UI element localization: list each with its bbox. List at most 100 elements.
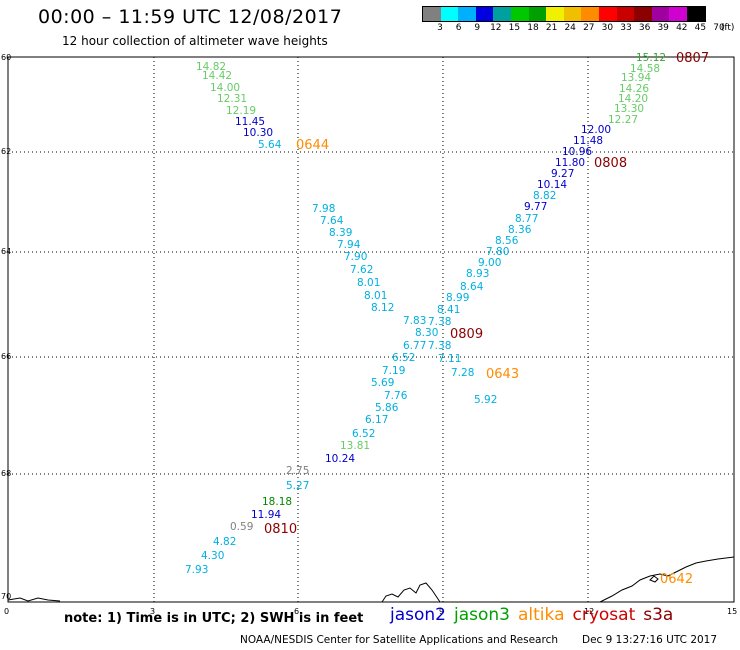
- wave-height-value: 7.83: [403, 315, 426, 327]
- scale-unit: (ft): [720, 23, 735, 33]
- wave-height-value: 14.82: [196, 61, 226, 73]
- wave-height-value: 8.12: [371, 302, 394, 314]
- wave-height-value: 5.27: [286, 480, 309, 492]
- scale-swatch: [686, 7, 705, 21]
- wave-height-value: 7.98: [312, 203, 335, 215]
- wave-height-value: 8.30: [415, 327, 438, 339]
- scale-label: 33: [620, 23, 632, 33]
- wave-height-value: 11.80: [555, 157, 585, 169]
- wave-height-value: 5.86: [375, 402, 399, 414]
- wave-height-value: 11.48: [573, 135, 603, 147]
- lat-tick-label: 70: [1, 592, 11, 601]
- legend-altika: altika: [518, 605, 565, 625]
- wave-height-value: 7.38: [428, 316, 451, 328]
- scale-label: 9: [474, 23, 481, 33]
- scale-label: 24: [564, 23, 576, 33]
- scale-swatch: [510, 7, 529, 21]
- wave-height-value: 12.31: [217, 93, 247, 105]
- pass-time-label: 0644: [296, 138, 329, 153]
- wave-height-value: 9.77: [524, 201, 547, 213]
- wave-height-value: 14.20: [618, 93, 648, 105]
- wave-height-value: 7.64: [320, 215, 344, 227]
- wave-height-value: 8.99: [446, 292, 469, 304]
- scale-label: 27: [583, 23, 595, 33]
- pass-time-label: 0808: [594, 156, 627, 171]
- scale-swatch: [651, 7, 670, 21]
- wave-height-value: 6.77: [403, 340, 426, 352]
- wave-height-value: 18.18: [262, 496, 292, 508]
- scale-swatch: [634, 7, 652, 21]
- wave-height-value: 8.93: [466, 268, 489, 280]
- wave-height-value: 7.19: [382, 365, 405, 377]
- wave-height-value: 12.19: [226, 105, 256, 117]
- scale-swatch: [493, 7, 511, 21]
- pass-time-label: 0643: [486, 367, 519, 382]
- lon-tick-label: 3: [150, 607, 155, 616]
- wave-height-value: 8.01: [364, 290, 387, 302]
- scale-label: 21: [545, 23, 558, 33]
- lon-tick-label: 6: [294, 607, 299, 616]
- wave-height-value: 10.14: [537, 179, 567, 191]
- wave-height-value: 15.12: [636, 52, 666, 64]
- wave-height-value: 4.30: [201, 550, 224, 562]
- wave-height-value: 7.93: [185, 564, 208, 576]
- wave-height-value: 8.82: [533, 190, 556, 202]
- scale-swatch: [546, 7, 564, 21]
- wave-height-value: 8.01: [357, 277, 380, 289]
- wave-height-value: 7.94: [337, 239, 361, 251]
- scale-label: 6: [455, 23, 462, 33]
- wave-height-value: 10.24: [325, 453, 355, 465]
- wave-height-value: 13.94: [621, 72, 651, 84]
- wave-height-value: 14.00: [210, 82, 240, 94]
- wave-height-value: 14.26: [619, 83, 649, 95]
- wave-height-value: 13.30: [614, 103, 644, 115]
- lat-tick-label: 60: [1, 53, 11, 62]
- footer-note: note: 1) Time is in UTC; 2) SWH is in fe…: [64, 611, 364, 626]
- page-title: 00:00 – 11:59 UTC 12/08/2017: [38, 6, 343, 28]
- wave-height-value: 6.17: [365, 414, 388, 426]
- wave-height-value: 14.42: [202, 70, 232, 82]
- lon-tick-label: 12: [584, 607, 594, 616]
- footer-credit: NOAA/NESDIS Center for Satellite Applica…: [240, 634, 558, 646]
- legend-cryosat: cryosat: [572, 605, 636, 625]
- pass-time-label: 0809: [450, 327, 483, 342]
- scale-label: 12: [490, 23, 502, 33]
- scale-swatch: [528, 7, 547, 21]
- axis-ticks: 60 62 64 66 68 70 0 3 6 9 12 15: [1, 53, 737, 616]
- scale-swatch: [563, 7, 582, 21]
- scale-swatch: [616, 7, 635, 21]
- wave-height-value: 14.58: [630, 63, 660, 75]
- footer-timestamp: Dec 9 13:27:16 UTC 2017: [582, 634, 718, 646]
- scale-label: 15: [508, 23, 521, 33]
- wave-height-value: 6.52: [392, 352, 415, 364]
- wave-height-value: 8.56: [495, 235, 519, 247]
- lat-tick-label: 66: [1, 352, 11, 361]
- pass-time-label: 0810: [264, 522, 297, 537]
- wave-height-value: 7.62: [350, 264, 373, 276]
- legend-jason3: jason3: [454, 605, 510, 625]
- lat-tick-label: 62: [1, 147, 11, 156]
- legend-jason2: jason2: [390, 605, 446, 625]
- wave-height-value: 12.00: [581, 124, 611, 136]
- wave-height-value: 7.28: [451, 367, 474, 379]
- legend-s3a: s3a: [643, 605, 674, 625]
- wave-height-value: 7.90: [344, 251, 367, 263]
- lon-tick-label: 0: [4, 607, 9, 616]
- coastline: [7, 556, 735, 603]
- scale-label: 42: [676, 23, 688, 33]
- scale-label: 70: [713, 23, 725, 33]
- scale-swatch: [669, 7, 687, 21]
- wave-height-value: 8.64: [460, 281, 484, 293]
- wave-height-value: 2.75: [286, 465, 309, 477]
- pass-time-label: 0642: [660, 572, 693, 587]
- color-scale-labels: 3 6 9 12 15 18 21 24 27 30 33 36 39 42 45 70 (ft): [422, 23, 740, 35]
- wave-height-value: 12.27: [608, 114, 638, 126]
- wave-height-value: 5.64: [258, 139, 282, 151]
- scale-label: 30: [601, 23, 614, 33]
- wave-height-value: 6.52: [352, 428, 375, 440]
- wave-height-value: 8.77: [515, 213, 538, 225]
- wave-height-value: 9.27: [551, 168, 574, 180]
- wave-height-value: 8.39: [329, 227, 352, 239]
- wave-height-value: 8.36: [508, 224, 532, 236]
